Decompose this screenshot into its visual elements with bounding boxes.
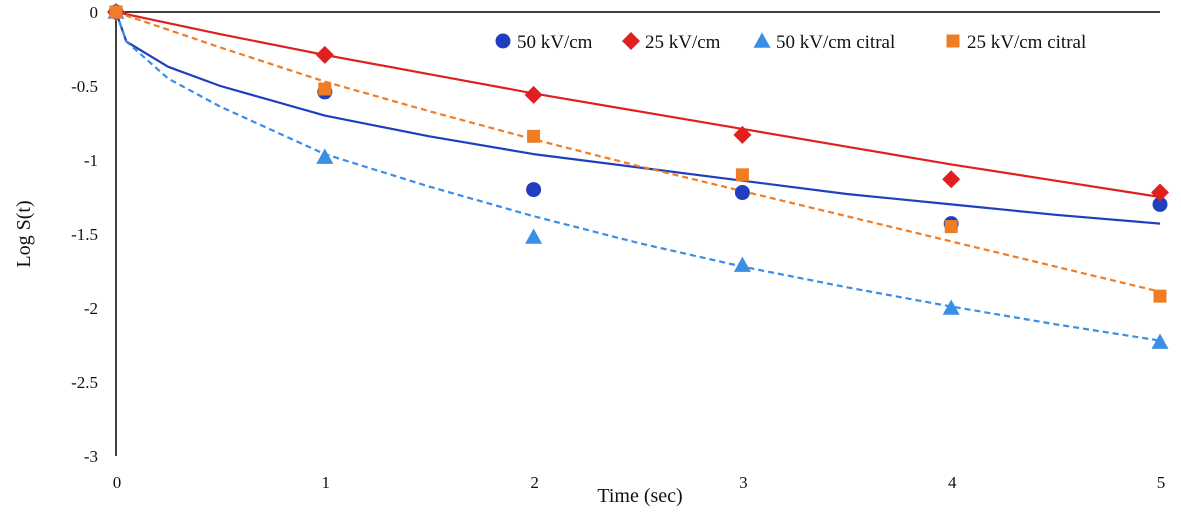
data-point-50-kv-cm bbox=[526, 182, 542, 198]
fit-line-25-kv-cm bbox=[115, 10, 1161, 199]
data-point-50-kv-cm-citral bbox=[1151, 333, 1169, 349]
data-point-25-kv-cm bbox=[1151, 183, 1169, 202]
legend-marker-50-kv-cm-citral bbox=[753, 32, 771, 48]
x-tick-label: 3 bbox=[739, 473, 748, 492]
data-point-25-kv-cm-citral bbox=[109, 5, 123, 19]
data-point-50-kv-cm bbox=[734, 185, 750, 201]
legend: 50 kV/cm 25 kV/cm 50 kV/cm citral 25 kV/cm … bbox=[495, 32, 1086, 53]
legend-marker-25-kv-cm bbox=[622, 32, 640, 50]
data-point-25-kv-cm-citral bbox=[944, 220, 958, 234]
x-axis-title: Time (sec) bbox=[597, 485, 682, 507]
data-point-25-kv-cm bbox=[733, 125, 752, 144]
y-tick-label: -3 bbox=[84, 447, 98, 466]
data-point-layer bbox=[107, 3, 1169, 349]
x-tick-label: 5 bbox=[1157, 473, 1166, 492]
data-point-25-kv-cm-citral bbox=[735, 168, 749, 182]
legend-marker-25-kv-cm-citral bbox=[946, 34, 960, 48]
data-point-25-kv-cm-citral bbox=[1153, 289, 1167, 303]
legend-label: 25 kV/cm bbox=[645, 32, 721, 53]
y-tick-label: -0.5 bbox=[71, 77, 98, 96]
fit-line-50-kv-cm-citral bbox=[114, 11, 1161, 342]
y-tick-label: 0 bbox=[90, 3, 99, 22]
x-tick-label: 4 bbox=[948, 473, 957, 492]
y-axis-title: Log S(t) bbox=[13, 200, 35, 267]
fit-line-50-kv-cm bbox=[114, 11, 1161, 225]
data-point-50-kv-cm-citral bbox=[316, 148, 334, 164]
x-tick-label: 1 bbox=[322, 473, 331, 492]
fit-line-25-kv-cm-citral bbox=[115, 10, 1161, 293]
y-tick-label: -1.5 bbox=[71, 225, 98, 244]
data-point-50-kv-cm-citral bbox=[942, 299, 960, 315]
legend-label: 25 kV/cm citral bbox=[967, 32, 1086, 53]
data-point-50-kv-cm-citral bbox=[733, 256, 751, 272]
data-point-25-kv-cm bbox=[524, 85, 543, 104]
legend-label: 50 kV/cm citral bbox=[776, 32, 895, 53]
tick-label-layer: 0 -0.5 -1 -1.5 -2 -2.5 -3 0 1 2 3 4 5 bbox=[71, 3, 1165, 492]
x-tick-label: 2 bbox=[530, 473, 539, 492]
legend-marker-50-kv-cm bbox=[495, 33, 511, 49]
data-point-25-kv-cm-citral bbox=[527, 129, 541, 143]
legend-label: 50 kV/cm bbox=[517, 32, 593, 53]
data-point-50-kv-cm-citral bbox=[525, 228, 543, 244]
y-tick-label: -2.5 bbox=[71, 373, 98, 392]
fit-line-layer bbox=[114, 10, 1161, 342]
data-point-50-kv-cm bbox=[1152, 196, 1168, 212]
y-tick-label: -2 bbox=[84, 299, 98, 318]
data-point-25-kv-cm bbox=[942, 170, 961, 189]
y-tick-label: -1 bbox=[84, 151, 98, 170]
axis-layer bbox=[115, 11, 1160, 456]
data-point-25-kv-cm-citral bbox=[318, 82, 332, 96]
data-point-25-kv-cm bbox=[315, 45, 334, 64]
x-tick-label: 0 bbox=[113, 473, 122, 492]
